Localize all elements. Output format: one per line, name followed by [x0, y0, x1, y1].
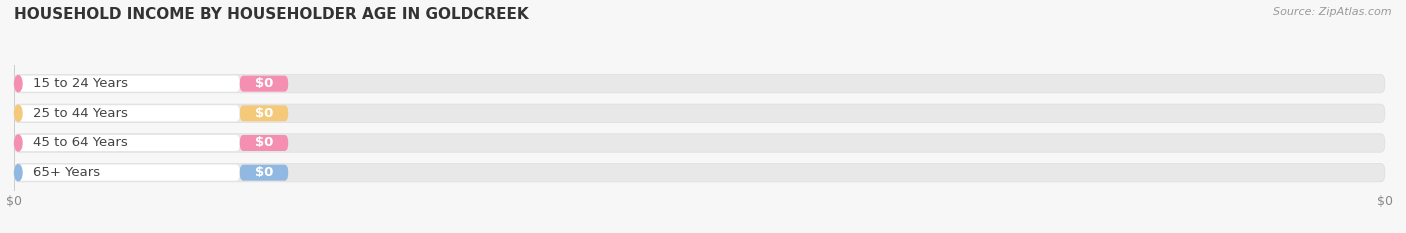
- Circle shape: [14, 76, 22, 92]
- Text: $0: $0: [254, 107, 273, 120]
- FancyBboxPatch shape: [14, 105, 239, 121]
- Text: 65+ Years: 65+ Years: [32, 166, 100, 179]
- FancyBboxPatch shape: [14, 165, 239, 181]
- Text: 25 to 44 Years: 25 to 44 Years: [32, 107, 128, 120]
- FancyBboxPatch shape: [239, 105, 288, 121]
- Text: 15 to 24 Years: 15 to 24 Years: [32, 77, 128, 90]
- Text: $0: $0: [254, 166, 273, 179]
- Text: $0: $0: [254, 77, 273, 90]
- Circle shape: [14, 105, 22, 121]
- Text: 45 to 64 Years: 45 to 64 Years: [32, 137, 128, 150]
- FancyBboxPatch shape: [14, 74, 1385, 93]
- FancyBboxPatch shape: [14, 104, 1385, 123]
- Circle shape: [14, 165, 22, 181]
- FancyBboxPatch shape: [239, 135, 288, 151]
- FancyBboxPatch shape: [239, 165, 288, 181]
- Text: $0: $0: [254, 137, 273, 150]
- FancyBboxPatch shape: [14, 76, 239, 92]
- Circle shape: [14, 135, 22, 151]
- FancyBboxPatch shape: [14, 134, 1385, 152]
- Text: HOUSEHOLD INCOME BY HOUSEHOLDER AGE IN GOLDCREEK: HOUSEHOLD INCOME BY HOUSEHOLDER AGE IN G…: [14, 7, 529, 22]
- FancyBboxPatch shape: [14, 135, 239, 151]
- FancyBboxPatch shape: [239, 76, 288, 92]
- Text: Source: ZipAtlas.com: Source: ZipAtlas.com: [1274, 7, 1392, 17]
- FancyBboxPatch shape: [14, 164, 1385, 182]
